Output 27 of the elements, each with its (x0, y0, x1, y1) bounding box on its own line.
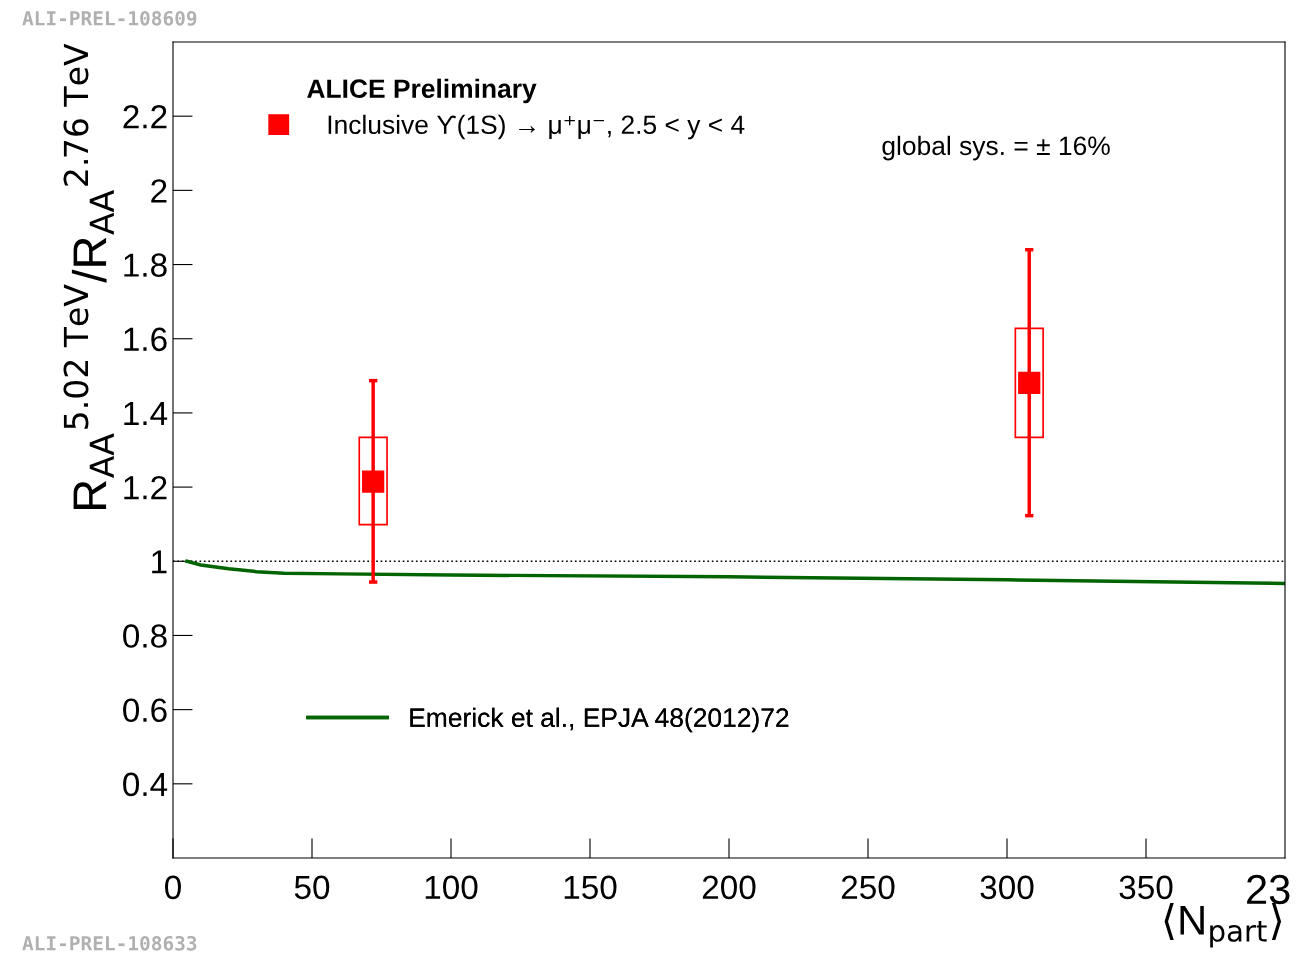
annotation: ALICE Preliminary (307, 78, 537, 104)
y-axis-title: R$_{AA}$$^{5.02 TeV}$/R$_{AA}$$^{2.76 TeV}$ (63, 43, 114, 509)
legend-label: Inclusive ϒ(1S) → μ⁺μ⁻, 2.5 < y < 4 (328, 114, 745, 140)
text: ALI-PREL-108633 (22, 935, 197, 951)
y-tick-label: 0.8 (123, 624, 167, 648)
y-tick-label: 1.2 (124, 475, 167, 500)
x-tick-label: 0 (165, 875, 181, 900)
x-tick-label: 200 (702, 875, 756, 900)
x-tick-label: 250 (841, 875, 895, 900)
x-tick-label: 300 (980, 875, 1034, 900)
text: 23 (1247, 874, 1290, 905)
y-tick-label: 0.6 (123, 698, 167, 723)
y-tick-label: 2 (151, 179, 167, 203)
x-tick-label: 50 (294, 875, 330, 900)
y-tick-label: 1 (152, 550, 167, 574)
y-tick-label: 1.6 (124, 327, 167, 352)
line-series (185, 559, 1285, 586)
y-tick-label: 0.4 (123, 772, 168, 797)
text: ALI-PREL-108609 (22, 10, 197, 26)
y-tick-label: 2.2 (123, 104, 167, 129)
y-tick-label: 1.4 (124, 402, 168, 425)
annotation: global sys. = ± 16% (882, 135, 1110, 161)
x-tick-label: 100 (425, 875, 478, 900)
x-tick-label: 350 (1119, 875, 1173, 900)
y-tick-label: 1.8 (124, 253, 167, 277)
legend-label: Emerick et al., EPJA 48(2012)72 (410, 707, 789, 733)
x-tick-label: 150 (564, 875, 617, 900)
